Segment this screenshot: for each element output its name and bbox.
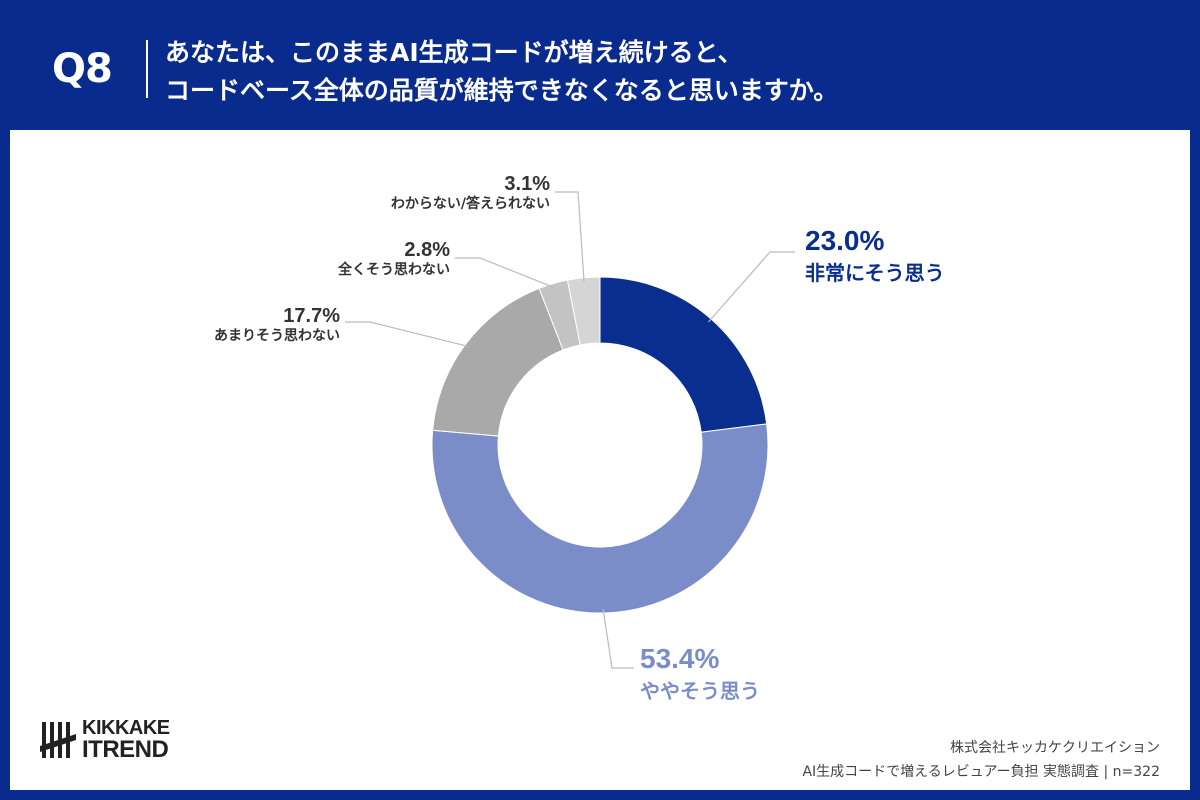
question-number: Q8 [52, 46, 113, 92]
category-label-3: あまりそう思わない [214, 328, 340, 344]
leader-line-4 [455, 257, 555, 289]
title-line-2: コードベース全体の品質が維持できなくなると思いますか。 [165, 76, 839, 105]
donut-slice-2 [431, 423, 769, 614]
logo-text-2: ITREND [82, 736, 169, 763]
footer: 株式会社キッカケクリエイション AI生成コードで増えるレビュアー負担 実態調査 … [802, 736, 1160, 784]
value-label-4: 2.8% [404, 239, 450, 261]
donut-slice-5 [566, 276, 601, 346]
category-label-4: 全くそう思わない [337, 261, 450, 278]
header-divider [146, 40, 148, 98]
category-label-2: ややそう思う [640, 679, 760, 703]
footer-survey: AI生成コードで増えるレビュアー負担 実態調査 | n=322 [802, 764, 1160, 780]
footer-company: 株式会社キッカケクリエイション [950, 740, 1160, 756]
question-title: あなたは、このままAI生成コードが増え続けると、 コードベース全体の品質が維持で… [165, 34, 838, 110]
value-label-5: 3.1% [504, 173, 550, 195]
header: Q8 あなたは、このままAI生成コードが増え続けると、 コードベース全体の品質が… [0, 0, 1200, 128]
logo-text-1: KIKKAKE [82, 717, 170, 739]
logo-mark-icon [40, 722, 76, 758]
value-label-3: 17.7% [283, 305, 340, 327]
donut-slice-3 [432, 287, 564, 437]
category-label-1: 非常にそう思う [805, 261, 945, 285]
value-label-1: 23.0% [805, 225, 884, 256]
leader-line-1 [708, 251, 795, 323]
donut-slice-1 [599, 276, 768, 433]
leader-line-2 [602, 608, 634, 669]
chart-card [10, 130, 1190, 790]
logo: KIKKAKE ITREND [40, 718, 170, 762]
value-label-2: 53.4% [640, 643, 719, 674]
leader-line-5 [555, 191, 585, 282]
title-line-1: あなたは、このままAI生成コードが増え続けると、 [165, 38, 743, 67]
leader-line-3 [345, 321, 469, 348]
category-label-5: わからない/答えられない [391, 195, 550, 212]
